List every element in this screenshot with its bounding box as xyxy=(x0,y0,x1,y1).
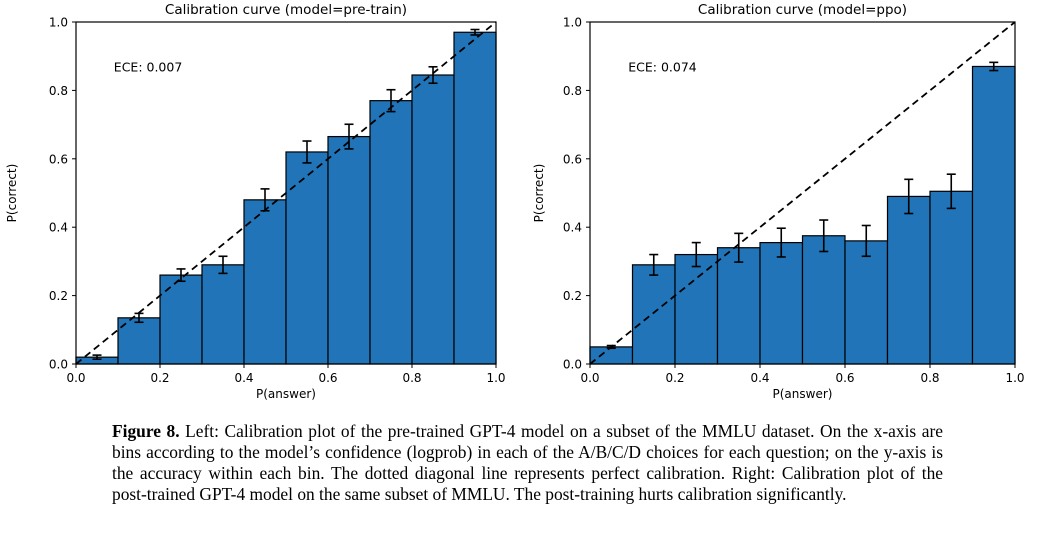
figure-caption: Figure 8. Left: Calibration plot of the … xyxy=(112,421,943,505)
histogram-bar xyxy=(844,240,889,365)
chart-title: Calibration curve (model=ppo) xyxy=(698,2,907,18)
y-axis-label: P(correct) xyxy=(532,164,546,223)
chart-title: Calibration curve (model=pre-train) xyxy=(165,2,407,18)
y-tick-label: 0.2 xyxy=(563,289,582,303)
histogram-bar xyxy=(159,274,203,365)
histogram-bar xyxy=(759,241,804,365)
y-tick-label: 0.0 xyxy=(49,358,68,372)
perfect-calibration-line xyxy=(75,21,497,365)
perfect-calibration-line xyxy=(589,21,1016,365)
ece-annotation: ECE: 0.074 xyxy=(628,60,697,75)
x-tick-label: 0.4 xyxy=(750,371,769,385)
ece-annotation: ECE: 0.007 xyxy=(114,60,183,75)
histogram-bar xyxy=(327,135,371,365)
x-tick-label: 0.6 xyxy=(835,371,854,385)
x-tick-label: 1.0 xyxy=(486,371,505,385)
histogram-bar xyxy=(674,253,719,365)
calibration-chart-ppo-svg: 0.0 0.2 0.4 0.6 0.8 1.0 0.0 0.2 0.4 0.6 0.8 1.0 Cali… xyxy=(532,2,1025,401)
y-tick-label: 0.2 xyxy=(49,289,68,303)
plot-border xyxy=(589,21,1016,365)
plot-border xyxy=(75,21,497,365)
figure-caption-label: Figure 8. xyxy=(112,421,180,441)
histogram-bar xyxy=(589,346,634,365)
x-tick-label: 0.0 xyxy=(580,371,599,385)
y-tick-label: 0.8 xyxy=(49,84,68,98)
histogram-bar xyxy=(411,74,455,365)
x-tick-label: 1.0 xyxy=(1005,371,1024,385)
figure-caption-text: Left: Calibration plot of the pre-traine… xyxy=(112,421,943,504)
x-tick-label: 0.8 xyxy=(402,371,421,385)
x-tick-label: 0.0 xyxy=(66,371,85,385)
histogram-bar xyxy=(285,151,329,365)
y-tick-label: 1.0 xyxy=(49,16,68,30)
histogram-bar xyxy=(631,264,676,365)
y-tick-label: 1.0 xyxy=(563,16,582,30)
x-axis-label: P(answer) xyxy=(773,387,833,401)
histogram-bar xyxy=(886,195,931,365)
y-tick-label: 0.8 xyxy=(563,84,582,98)
histogram-bar xyxy=(971,65,1016,365)
x-tick-label: 0.2 xyxy=(150,371,169,385)
x-tick-label: 0.4 xyxy=(234,371,253,385)
x-tick-label: 0.6 xyxy=(318,371,337,385)
histogram-bar xyxy=(453,31,497,365)
y-tick-label: 0.6 xyxy=(563,152,582,166)
histogram-bar xyxy=(929,190,974,365)
x-tick-label: 0.2 xyxy=(665,371,684,385)
y-tick-label: 0.6 xyxy=(49,152,68,166)
histogram-bar xyxy=(369,100,413,365)
calibration-chart-pretrain: 0.0 0.2 0.4 0.6 0.8 1.0 0.0 0.2 0.4 0.6 0.8 1.0 Cali… xyxy=(0,0,527,420)
histogram-bar xyxy=(716,247,761,365)
x-axis-label: P(answer) xyxy=(256,387,316,401)
histogram-bar xyxy=(201,264,245,365)
calibration-chart-ppo: 0.0 0.2 0.4 0.6 0.8 1.0 0.0 0.2 0.4 0.6 0.8 1.0 Cali… xyxy=(527,0,1054,420)
x-tick-label: 0.8 xyxy=(920,371,939,385)
y-tick-label: 0.0 xyxy=(563,358,582,372)
calibration-chart-pretrain-svg: 0.0 0.2 0.4 0.6 0.8 1.0 0.0 0.2 0.4 0.6 0.8 1.0 Cali… xyxy=(5,2,506,401)
y-tick-label: 0.4 xyxy=(49,221,68,235)
y-tick-label: 0.4 xyxy=(563,221,582,235)
histogram-bar xyxy=(801,235,846,365)
y-axis-label: P(correct) xyxy=(5,164,19,223)
histogram-bar xyxy=(243,199,287,365)
charts-row: 0.0 0.2 0.4 0.6 0.8 1.0 0.0 0.2 0.4 0.6 0.8 1.0 Cali… xyxy=(0,0,1054,420)
